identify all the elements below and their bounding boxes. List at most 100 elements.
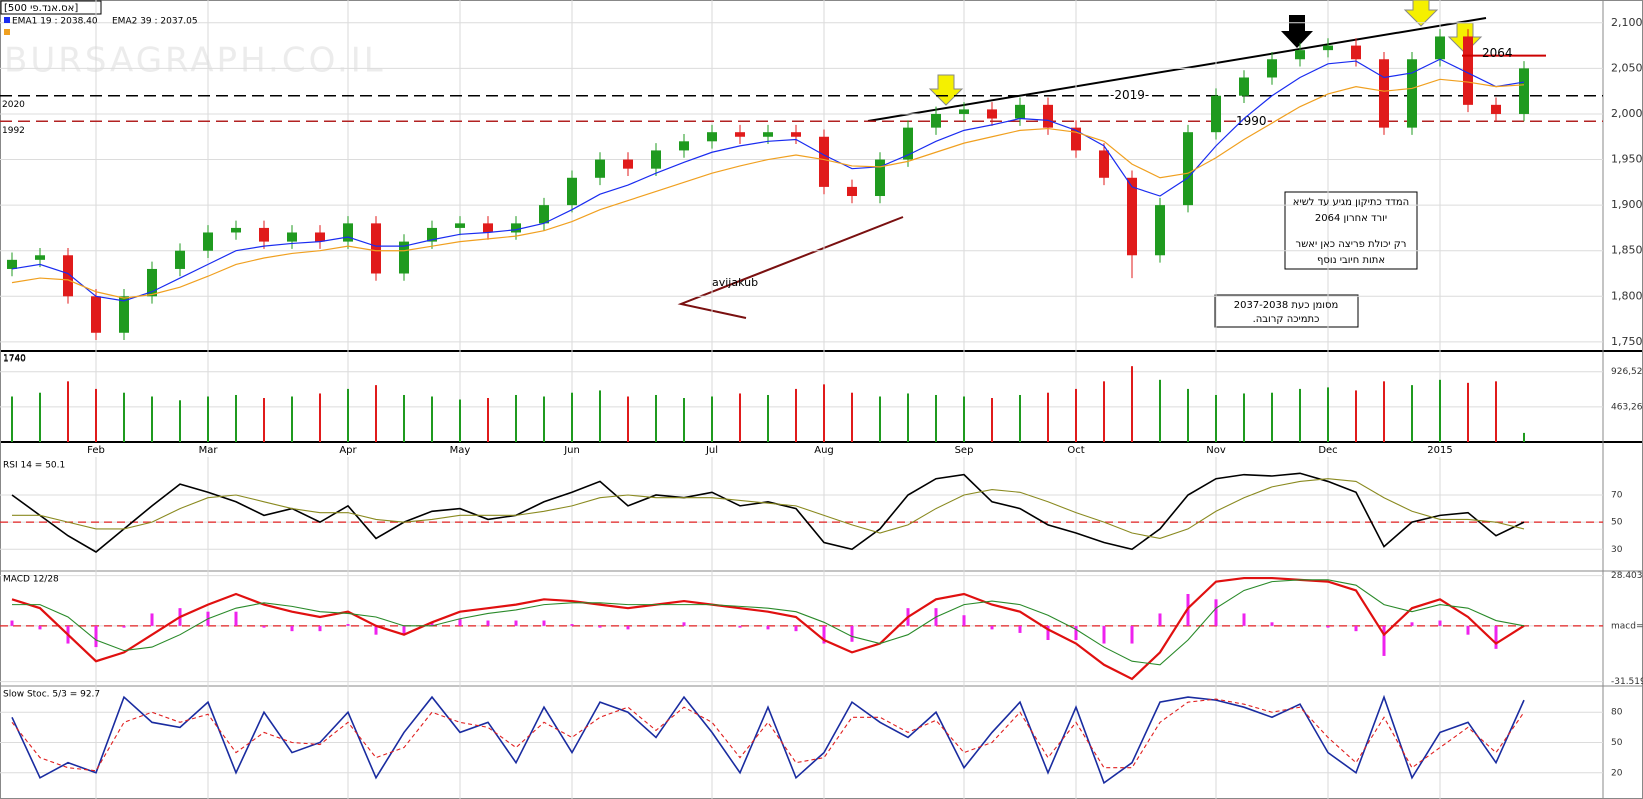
histogram-bar	[794, 625, 798, 632]
volume-bar	[151, 396, 153, 442]
candle-body	[1323, 45, 1333, 51]
candle-body	[63, 255, 73, 297]
x-tick-label: Apr	[339, 445, 357, 456]
y-tick-label: 1,800	[1611, 289, 1643, 302]
candle-body	[119, 296, 129, 333]
candle-body	[1295, 50, 1305, 60]
histogram-bar	[1438, 620, 1442, 626]
volume-bar	[515, 394, 517, 442]
level-label: 2020	[2, 100, 25, 110]
candle-body	[1155, 205, 1165, 256]
histogram-bar	[766, 625, 770, 630]
annotation: avijakub	[712, 276, 758, 289]
candle-body	[231, 227, 241, 233]
volume-bar	[1467, 382, 1469, 442]
volume-bar	[851, 392, 853, 442]
x-tick-label: May	[450, 445, 471, 456]
histogram-bar	[1158, 613, 1162, 626]
histogram-bar	[682, 622, 686, 626]
histogram-bar	[514, 620, 518, 626]
volume-bar	[599, 390, 601, 442]
indicator-line	[11, 694, 1525, 785]
histogram-bar	[1466, 625, 1470, 635]
volume-bar	[431, 396, 433, 442]
panel-title: Slow Stoc. 5/3 = 92.7	[3, 690, 100, 700]
note-text: מסומן כעת 2037-2038	[1234, 300, 1339, 311]
note-text: אתות חיובי נוסף	[1317, 255, 1385, 266]
volume-bar	[1383, 381, 1385, 442]
volume-bar	[291, 396, 293, 442]
indicator-line	[12, 478, 1525, 539]
legend-swatch	[4, 29, 10, 35]
candle-body	[539, 205, 549, 224]
x-tick-label: Sep	[955, 445, 974, 456]
volume-bar	[571, 392, 573, 442]
volume-bar	[1103, 381, 1105, 442]
volume-bar	[403, 394, 405, 442]
candle-body	[1519, 68, 1529, 114]
candle-body	[1015, 104, 1025, 119]
histogram-bar	[1354, 625, 1358, 632]
histogram-bar	[1270, 622, 1274, 626]
candle-body	[1379, 59, 1389, 128]
panel-title: 1740	[3, 355, 26, 365]
histogram-bar	[1242, 613, 1246, 626]
histogram-bar	[1130, 625, 1134, 644]
volume-bar	[795, 388, 797, 442]
candle-body	[175, 250, 185, 269]
panel-title: MACD 12/28	[3, 575, 59, 585]
volume-bar	[1215, 394, 1217, 442]
candle-body	[791, 132, 801, 137]
candle-body	[343, 223, 353, 242]
histogram-bar	[542, 620, 546, 626]
volume-bar	[1159, 379, 1161, 442]
y-tick-label: 20	[1611, 768, 1623, 778]
candle-body	[567, 177, 577, 206]
volume-bar	[963, 396, 965, 442]
volume-bar	[1131, 366, 1133, 442]
ema-line	[11, 58, 1525, 302]
candle-body	[763, 132, 773, 137]
candle-body	[147, 268, 157, 297]
watermark: BURSAGRAPH.CO.IL	[4, 41, 386, 81]
volume-bar	[1355, 390, 1357, 442]
volume-bar	[459, 399, 461, 442]
volume-bar	[683, 398, 685, 442]
histogram-bar	[1018, 625, 1022, 633]
note-box	[1214, 294, 1359, 328]
panel-title: RSI 14 = 50.1	[3, 461, 65, 471]
panel-title: 1740	[3, 354, 26, 364]
volume-bar	[487, 398, 489, 442]
volume-bar	[1271, 392, 1273, 442]
y-tick-label: 30	[1611, 545, 1623, 555]
brown-line	[677, 216, 904, 319]
candle-body	[7, 259, 17, 269]
note-text: המדד כתיקון מגיע עד לשיא	[1293, 197, 1409, 208]
histogram-bar	[486, 620, 490, 626]
histogram-bar	[262, 625, 266, 628]
histogram-bar	[1102, 625, 1106, 644]
volume-bar	[375, 385, 377, 442]
histogram-bar	[962, 615, 966, 626]
histogram-bar	[458, 618, 462, 626]
histogram-bar	[1214, 599, 1218, 626]
y-tick-label: macd=0	[1611, 621, 1643, 631]
x-tick-label: Mar	[199, 445, 219, 456]
candle-body	[1491, 104, 1501, 114]
candle-body	[1407, 59, 1417, 128]
candle-body	[651, 150, 661, 169]
volume-bar	[179, 400, 181, 442]
y-tick-label: 28.4034	[1611, 571, 1643, 581]
volume-bar	[1047, 392, 1049, 442]
histogram-bar	[1074, 625, 1078, 640]
level-label: 1992	[2, 126, 25, 136]
histogram-bar	[94, 625, 98, 648]
histogram-bar	[290, 625, 294, 632]
candle-body	[959, 109, 969, 114]
candle-body	[399, 241, 409, 274]
histogram-bar	[570, 624, 574, 626]
resistance-label: 2064	[1482, 46, 1513, 60]
level-note: 1990	[1236, 114, 1267, 128]
histogram-bar	[990, 625, 994, 630]
y-tick-label: 50	[1611, 738, 1623, 748]
